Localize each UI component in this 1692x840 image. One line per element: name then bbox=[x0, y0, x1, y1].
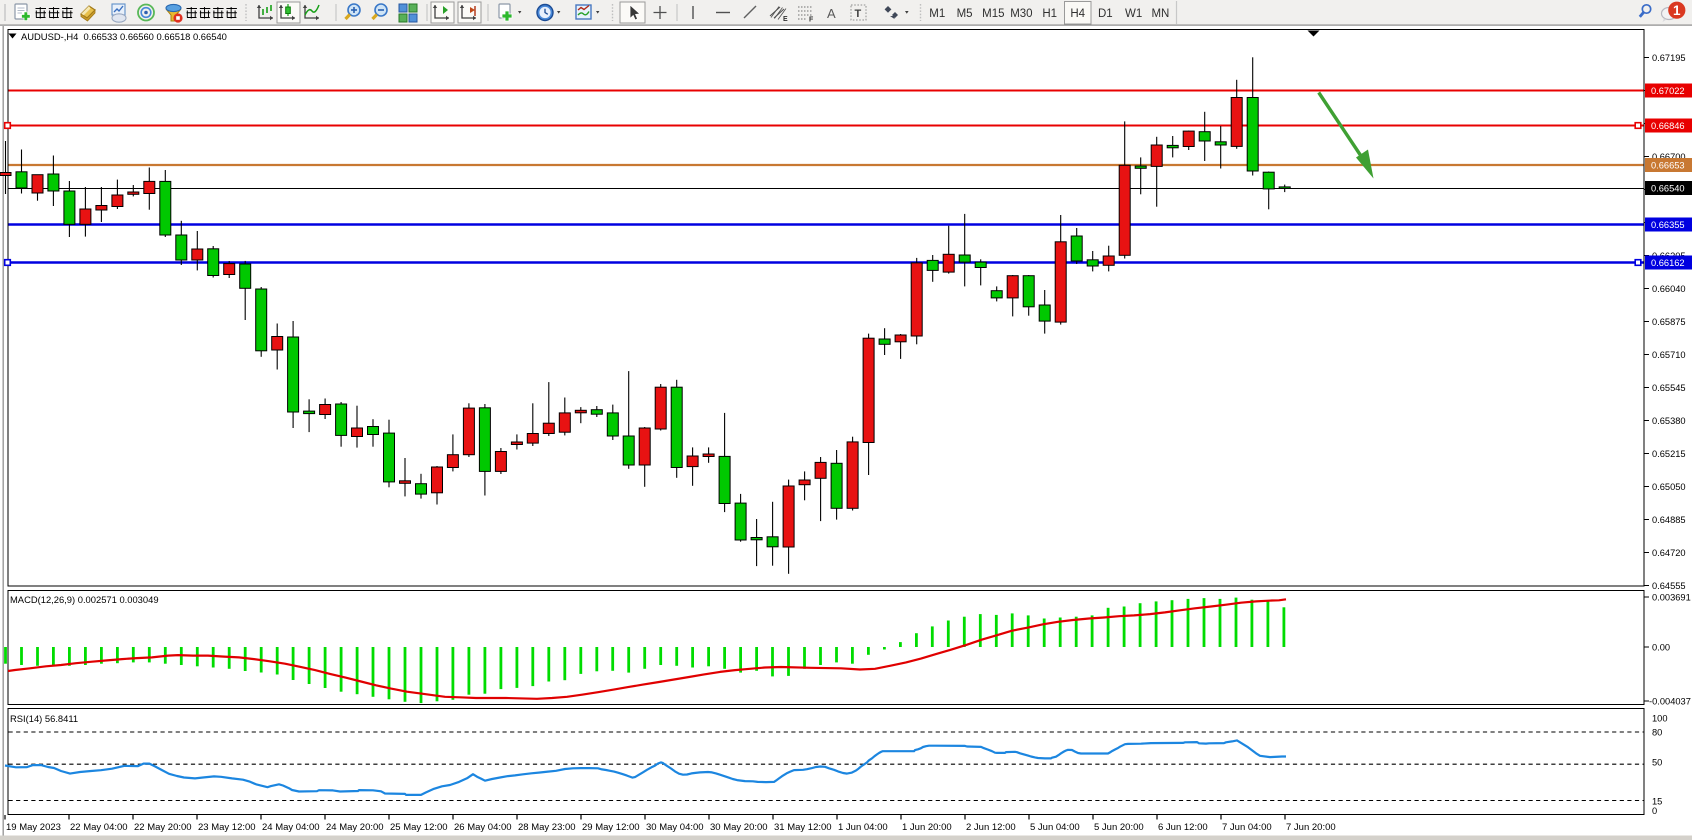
svg-text:24 May 04:00: 24 May 04:00 bbox=[262, 822, 320, 833]
svg-text:50: 50 bbox=[1652, 758, 1662, 768]
svg-text:0.65875: 0.65875 bbox=[1652, 317, 1686, 327]
svg-text:0.66355: 0.66355 bbox=[1651, 220, 1685, 230]
svg-text:W1: W1 bbox=[1125, 8, 1142, 20]
svg-text:AUDUSD-,H4 0.66533 0.66560 0.: AUDUSD-,H4 0.66533 0.66560 0.66518 0.665… bbox=[21, 31, 227, 42]
svg-text:25 May 12:00: 25 May 12:00 bbox=[390, 822, 448, 833]
svg-text:0.66040: 0.66040 bbox=[1652, 284, 1686, 294]
svg-text:0.66653: 0.66653 bbox=[1651, 161, 1685, 171]
svg-text:0.66540: 0.66540 bbox=[1651, 184, 1685, 194]
svg-text:-0.004037: -0.004037 bbox=[1649, 697, 1691, 707]
svg-text:7 Jun 04:00: 7 Jun 04:00 bbox=[1222, 822, 1272, 833]
svg-text:MN: MN bbox=[1151, 8, 1169, 20]
svg-text:15: 15 bbox=[1652, 797, 1662, 807]
svg-text:0.67022: 0.67022 bbox=[1651, 86, 1685, 96]
svg-text:M15: M15 bbox=[982, 8, 1004, 20]
svg-text:30 May 20:00: 30 May 20:00 bbox=[710, 822, 768, 833]
svg-text:1: 1 bbox=[1673, 3, 1681, 18]
svg-text:23 May 12:00: 23 May 12:00 bbox=[198, 822, 256, 833]
svg-text:T: T bbox=[855, 8, 862, 20]
svg-text:22 May 04:00: 22 May 04:00 bbox=[70, 822, 128, 833]
svg-text:0.66700: 0.66700 bbox=[1652, 152, 1686, 162]
svg-text:D1: D1 bbox=[1098, 8, 1113, 20]
svg-text:0.64885: 0.64885 bbox=[1652, 515, 1686, 525]
svg-text:1 Jun 04:00: 1 Jun 04:00 bbox=[838, 822, 888, 833]
svg-text:A: A bbox=[827, 6, 836, 21]
svg-text:0.67195: 0.67195 bbox=[1652, 53, 1686, 63]
svg-text:5 Jun 04:00: 5 Jun 04:00 bbox=[1030, 822, 1080, 833]
svg-text:0.66162: 0.66162 bbox=[1651, 258, 1685, 268]
svg-text:0: 0 bbox=[1652, 806, 1657, 816]
svg-text:22 May 20:00: 22 May 20:00 bbox=[134, 822, 192, 833]
svg-text:26 May 04:00: 26 May 04:00 bbox=[454, 822, 512, 833]
svg-text:MACD(12,26,9) 0.002571 0.00304: MACD(12,26,9) 0.002571 0.003049 bbox=[10, 594, 159, 605]
svg-text:30 May 04:00: 30 May 04:00 bbox=[646, 822, 704, 833]
svg-text:H4: H4 bbox=[1070, 8, 1085, 20]
svg-text:0.65710: 0.65710 bbox=[1652, 350, 1686, 360]
svg-text:19 May 2023: 19 May 2023 bbox=[6, 822, 61, 833]
svg-text:0.65050: 0.65050 bbox=[1652, 482, 1686, 492]
svg-text:RSI(14) 56.8411: RSI(14) 56.8411 bbox=[10, 713, 78, 724]
svg-text:0.65545: 0.65545 bbox=[1652, 383, 1686, 393]
svg-text:E: E bbox=[783, 16, 788, 23]
svg-text:0.65215: 0.65215 bbox=[1652, 449, 1686, 459]
svg-text:29 May 12:00: 29 May 12:00 bbox=[582, 822, 640, 833]
svg-text:24 May 20:00: 24 May 20:00 bbox=[326, 822, 384, 833]
svg-text:0.003691: 0.003691 bbox=[1652, 593, 1691, 603]
svg-text:31 May 12:00: 31 May 12:00 bbox=[774, 822, 832, 833]
svg-text:1 Jun 20:00: 1 Jun 20:00 bbox=[902, 822, 952, 833]
svg-text:80: 80 bbox=[1652, 728, 1662, 738]
svg-text:0.64720: 0.64720 bbox=[1652, 548, 1686, 558]
svg-text:0.66846: 0.66846 bbox=[1651, 121, 1685, 131]
svg-text:7 Jun 20:00: 7 Jun 20:00 bbox=[1286, 822, 1336, 833]
svg-text:2 Jun 12:00: 2 Jun 12:00 bbox=[966, 822, 1016, 833]
svg-text:M30: M30 bbox=[1010, 8, 1032, 20]
svg-text:28 May 23:00: 28 May 23:00 bbox=[518, 822, 576, 833]
svg-text:5 Jun 20:00: 5 Jun 20:00 bbox=[1094, 822, 1144, 833]
svg-text:6 Jun 12:00: 6 Jun 12:00 bbox=[1158, 822, 1208, 833]
svg-text:100: 100 bbox=[1652, 714, 1668, 724]
svg-text:0.00: 0.00 bbox=[1652, 643, 1670, 653]
svg-text:F: F bbox=[809, 17, 814, 24]
svg-text:0.64555: 0.64555 bbox=[1652, 581, 1686, 591]
svg-text:M1: M1 bbox=[929, 8, 945, 20]
svg-text:M5: M5 bbox=[957, 8, 973, 20]
svg-text:H1: H1 bbox=[1042, 8, 1057, 20]
svg-text:0.65380: 0.65380 bbox=[1652, 416, 1686, 426]
